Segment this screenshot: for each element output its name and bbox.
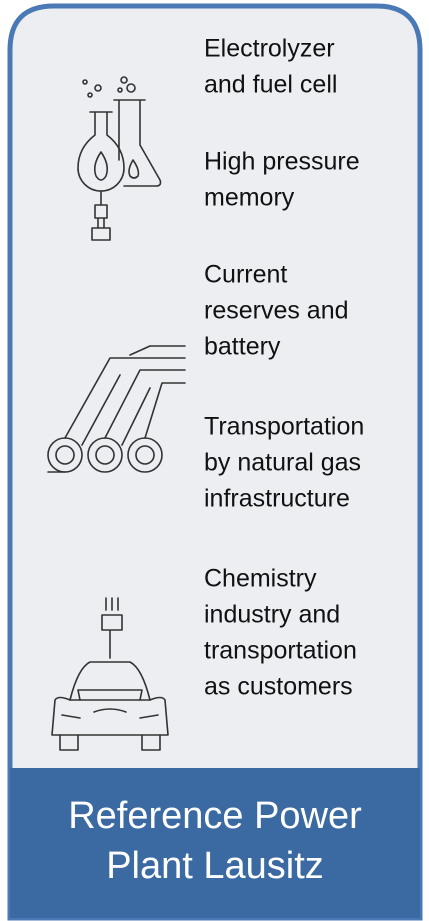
footer-text: Plant Lausitz <box>106 845 324 887</box>
item-text: by natural gas <box>204 449 361 477</box>
card: Electrolyzer and fuel cell High pressure me… <box>0 0 429 921</box>
item-text: and fuel cell <box>204 71 337 99</box>
footer-band <box>10 768 420 918</box>
item-text: memory <box>204 184 295 212</box>
item-text: as customers <box>204 673 353 701</box>
item-text: Chemistry <box>204 565 317 593</box>
item-text: Transportation <box>204 413 364 441</box>
item-text: Current <box>204 261 287 289</box>
item-text: transportation <box>204 637 357 665</box>
item-text: reserves and <box>204 297 349 325</box>
item-text: battery <box>204 333 281 361</box>
item-text: infrastructure <box>204 485 350 513</box>
item-text: industry and <box>204 601 340 629</box>
item-text: High pressure <box>204 148 360 176</box>
item-text: Electrolyzer <box>204 35 335 63</box>
footer-text: Reference Power <box>68 795 362 837</box>
